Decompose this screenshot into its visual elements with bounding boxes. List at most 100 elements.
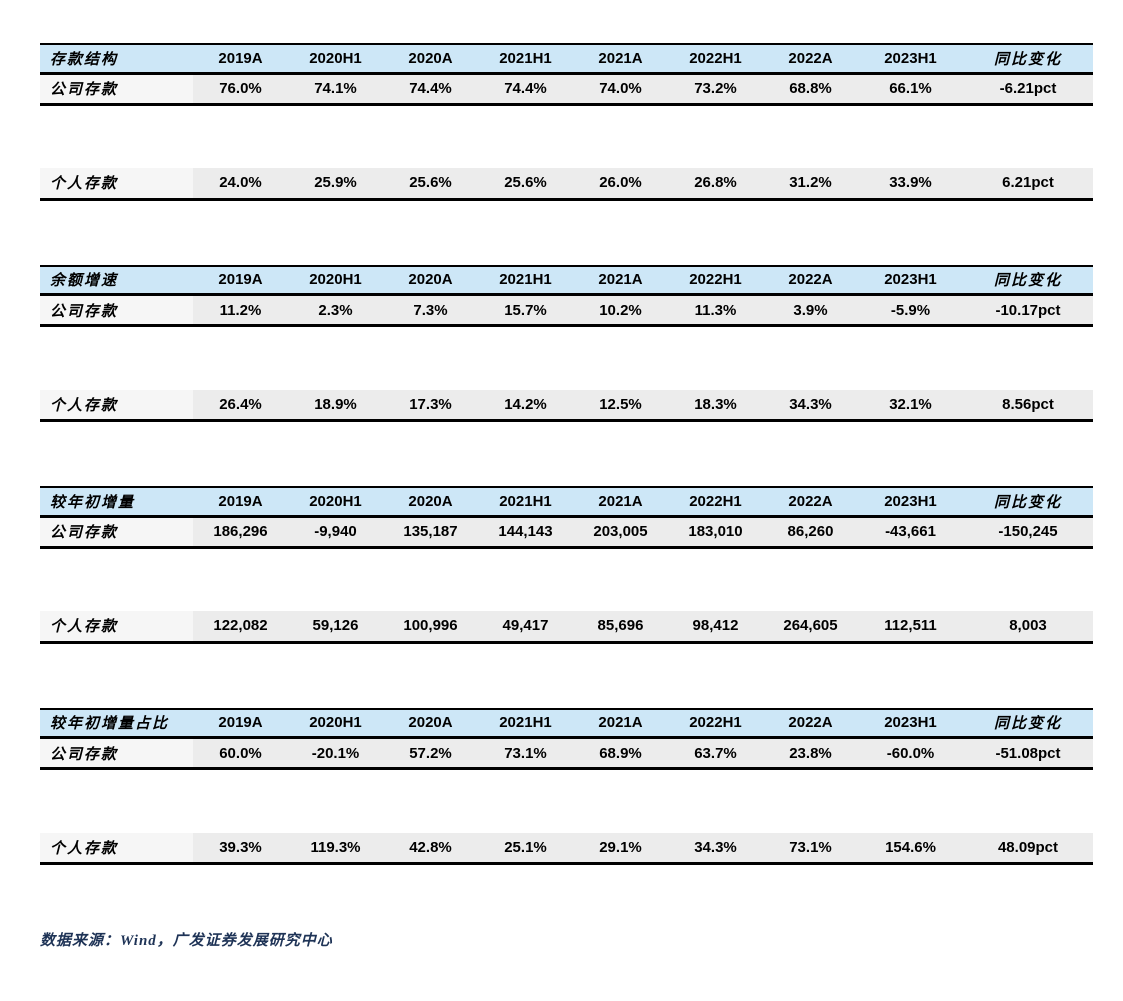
data-cell: 26.4% <box>193 389 288 422</box>
data-cell: 74.4% <box>478 73 573 106</box>
data-cell: 122,082 <box>193 611 288 644</box>
row-label: 公司存款 <box>40 516 193 549</box>
data-cell: 29.1% <box>573 832 668 865</box>
column-header: 2022H1 <box>668 43 763 75</box>
data-cell: 59,126 <box>288 611 383 644</box>
table-row: 个人存款 24.0% 25.9% 25.6% 25.6% 26.0% 26.8% 31.2% 3… <box>40 168 1093 201</box>
column-header: 2020H1 <box>288 486 383 518</box>
row-label: 公司存款 <box>40 737 193 770</box>
data-cell: 8.56pct <box>963 389 1093 422</box>
table-row: 公司存款 11.2% 2.3% 7.3% 15.7% 10.2% 11.3% 3.9% -5.9… <box>40 294 1093 327</box>
spacer-cell <box>40 547 1093 611</box>
table-row: 个人存款 39.3% 119.3% 42.8% 25.1% 29.1% 34.3% 73.1%… <box>40 832 1093 865</box>
table-row: 个人存款 26.4% 18.9% 17.3% 14.2% 12.5% 18.3% 34.3% 3… <box>40 389 1093 422</box>
column-header: 同比变化 <box>963 707 1093 739</box>
column-header: 2020A <box>383 486 478 518</box>
data-source-note: 数据来源：Wind，广发证券发展研究中心 <box>40 929 1093 950</box>
column-header: 2022H1 <box>668 486 763 518</box>
column-header: 2021H1 <box>478 43 573 75</box>
column-header: 2022H1 <box>668 707 763 739</box>
section-title: 余额增速 <box>40 264 193 296</box>
column-header: 2020H1 <box>288 707 383 739</box>
column-header: 同比变化 <box>963 43 1093 75</box>
column-header: 2022H1 <box>668 264 763 296</box>
row-gap-spacer <box>40 326 1093 390</box>
data-cell: 144,143 <box>478 516 573 549</box>
table-row: 个人存款 122,082 59,126 100,996 49,417 85,696 98,4… <box>40 611 1093 644</box>
column-header: 2020A <box>383 264 478 296</box>
column-header: 2021H1 <box>478 264 573 296</box>
data-cell: 33.9% <box>858 168 963 201</box>
column-header: 2022A <box>763 264 858 296</box>
data-cell: 203,005 <box>573 516 668 549</box>
data-cell: 10.2% <box>573 294 668 327</box>
data-cell: 73.1% <box>763 832 858 865</box>
column-header: 2023H1 <box>858 707 963 739</box>
column-header: 2021A <box>573 43 668 75</box>
section-table-3: 较年初增量 2019A 2020H1 2020A 2021H1 2021A 2022H1 20… <box>40 486 1093 644</box>
data-cell: 6.21pct <box>963 168 1093 201</box>
data-cell: -150,245 <box>963 516 1093 549</box>
column-header: 2019A <box>193 264 288 296</box>
row-label: 个人存款 <box>40 168 193 201</box>
data-cell: 60.0% <box>193 737 288 770</box>
section-title: 较年初增量 <box>40 486 193 518</box>
column-header: 2019A <box>193 43 288 75</box>
column-header: 2020H1 <box>288 264 383 296</box>
row-label: 公司存款 <box>40 294 193 327</box>
data-cell: 48.09pct <box>963 832 1093 865</box>
data-cell: 11.3% <box>668 294 763 327</box>
spacer-cell <box>40 326 1093 390</box>
row-label: 个人存款 <box>40 389 193 422</box>
data-cell: 15.7% <box>478 294 573 327</box>
data-cell: -10.17pct <box>963 294 1093 327</box>
data-cell: -6.21pct <box>963 73 1093 106</box>
data-cell: 25.9% <box>288 168 383 201</box>
column-header: 2021A <box>573 707 668 739</box>
data-cell: 32.1% <box>858 389 963 422</box>
data-cell: 66.1% <box>858 73 963 106</box>
data-cell: 25.6% <box>383 168 478 201</box>
data-cell: 154.6% <box>858 832 963 865</box>
data-cell: 25.1% <box>478 832 573 865</box>
row-gap-spacer <box>40 547 1093 611</box>
table-sections: 存款结构 2019A 2020H1 2020A 2021H1 2021A 2022H1 202… <box>40 43 1093 865</box>
row-label: 个人存款 <box>40 832 193 865</box>
column-header: 同比变化 <box>963 486 1093 518</box>
data-cell: 57.2% <box>383 737 478 770</box>
column-header: 2021H1 <box>478 486 573 518</box>
data-cell: 34.3% <box>668 832 763 865</box>
data-cell: 100,996 <box>383 611 478 644</box>
data-cell: -43,661 <box>858 516 963 549</box>
data-cell: 98,412 <box>668 611 763 644</box>
data-cell: 26.8% <box>668 168 763 201</box>
data-cell: 76.0% <box>193 73 288 106</box>
data-cell: 39.3% <box>193 832 288 865</box>
data-cell: -60.0% <box>858 737 963 770</box>
data-cell: 26.0% <box>573 168 668 201</box>
data-cell: 7.3% <box>383 294 478 327</box>
data-cell: 49,417 <box>478 611 573 644</box>
section-table-4: 较年初增量占比 2019A 2020H1 2020A 2021H1 2021A 2022H1… <box>40 707 1093 865</box>
table-row: 公司存款 60.0% -20.1% 57.2% 73.1% 68.9% 63.7% 23.8%… <box>40 737 1093 770</box>
column-header: 2021A <box>573 486 668 518</box>
data-cell: 17.3% <box>383 389 478 422</box>
data-cell: 23.8% <box>763 737 858 770</box>
data-cell: 112,511 <box>858 611 963 644</box>
data-cell: 74.1% <box>288 73 383 106</box>
data-cell: 12.5% <box>573 389 668 422</box>
data-cell: 264,605 <box>763 611 858 644</box>
section-header-row: 余额增速 2019A 2020H1 2020A 2021H1 2021A 2022H1 202… <box>40 264 1093 296</box>
section-header-row: 存款结构 2019A 2020H1 2020A 2021H1 2021A 2022H1 202… <box>40 43 1093 75</box>
spacer-cell <box>40 769 1093 833</box>
section-table-1: 存款结构 2019A 2020H1 2020A 2021H1 2021A 2022H1 202… <box>40 43 1093 201</box>
data-cell: 85,696 <box>573 611 668 644</box>
section-header-row: 较年初增量 2019A 2020H1 2020A 2021H1 2021A 2022H1 20… <box>40 486 1093 518</box>
column-header: 同比变化 <box>963 264 1093 296</box>
data-cell: 31.2% <box>763 168 858 201</box>
data-cell: 11.2% <box>193 294 288 327</box>
column-header: 2019A <box>193 486 288 518</box>
data-cell: 73.2% <box>668 73 763 106</box>
data-cell: -5.9% <box>858 294 963 327</box>
